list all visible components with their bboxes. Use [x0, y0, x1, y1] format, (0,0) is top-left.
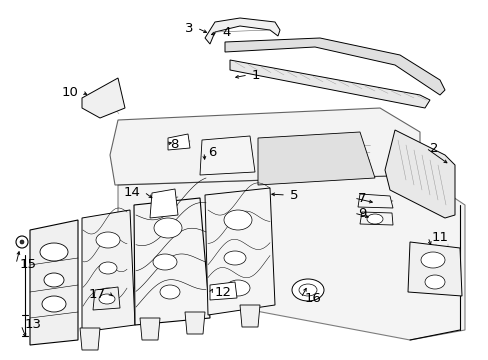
Text: 14: 14	[123, 185, 140, 198]
Ellipse shape	[153, 254, 177, 270]
Polygon shape	[30, 220, 78, 345]
Text: 3: 3	[184, 22, 193, 35]
Ellipse shape	[98, 288, 118, 302]
Ellipse shape	[40, 243, 68, 261]
Polygon shape	[224, 38, 444, 95]
Text: 10: 10	[61, 86, 78, 99]
Polygon shape	[209, 282, 237, 300]
Polygon shape	[229, 60, 429, 108]
Ellipse shape	[154, 218, 182, 238]
Polygon shape	[140, 318, 160, 340]
Ellipse shape	[99, 294, 115, 304]
Polygon shape	[258, 132, 374, 185]
Ellipse shape	[96, 232, 120, 248]
Ellipse shape	[20, 240, 24, 244]
Polygon shape	[407, 242, 461, 296]
Text: 2: 2	[429, 141, 438, 154]
Polygon shape	[82, 78, 125, 118]
Polygon shape	[168, 134, 190, 150]
Polygon shape	[118, 175, 464, 340]
Ellipse shape	[225, 280, 249, 296]
Ellipse shape	[224, 251, 245, 265]
Ellipse shape	[366, 214, 382, 224]
Polygon shape	[80, 328, 100, 350]
Ellipse shape	[160, 285, 180, 299]
Ellipse shape	[224, 210, 251, 230]
Ellipse shape	[42, 296, 66, 312]
Ellipse shape	[44, 273, 64, 287]
Ellipse shape	[420, 252, 444, 268]
Text: 5: 5	[289, 189, 298, 202]
Text: 11: 11	[431, 230, 448, 243]
Polygon shape	[184, 312, 204, 334]
Polygon shape	[134, 198, 209, 325]
Ellipse shape	[99, 262, 117, 274]
Polygon shape	[359, 212, 392, 225]
Text: 9: 9	[357, 207, 366, 220]
Polygon shape	[110, 108, 419, 185]
Text: 4: 4	[222, 26, 230, 39]
Text: 17: 17	[89, 288, 106, 301]
Polygon shape	[82, 210, 135, 332]
Polygon shape	[384, 130, 454, 218]
Polygon shape	[357, 194, 392, 208]
Text: 13: 13	[25, 319, 42, 332]
Text: 1: 1	[251, 68, 260, 81]
Text: 6: 6	[207, 145, 216, 158]
Ellipse shape	[16, 236, 28, 248]
Text: 8: 8	[170, 138, 178, 150]
Polygon shape	[204, 188, 274, 315]
Ellipse shape	[298, 284, 316, 296]
Ellipse shape	[424, 275, 444, 289]
Polygon shape	[150, 189, 178, 218]
Polygon shape	[200, 136, 254, 175]
Polygon shape	[240, 305, 260, 327]
Polygon shape	[93, 287, 120, 310]
Text: 15: 15	[20, 257, 37, 270]
Polygon shape	[204, 18, 280, 44]
Text: 12: 12	[215, 285, 231, 298]
Text: 16: 16	[305, 292, 321, 305]
Ellipse shape	[291, 279, 324, 301]
Text: 7: 7	[357, 192, 366, 204]
